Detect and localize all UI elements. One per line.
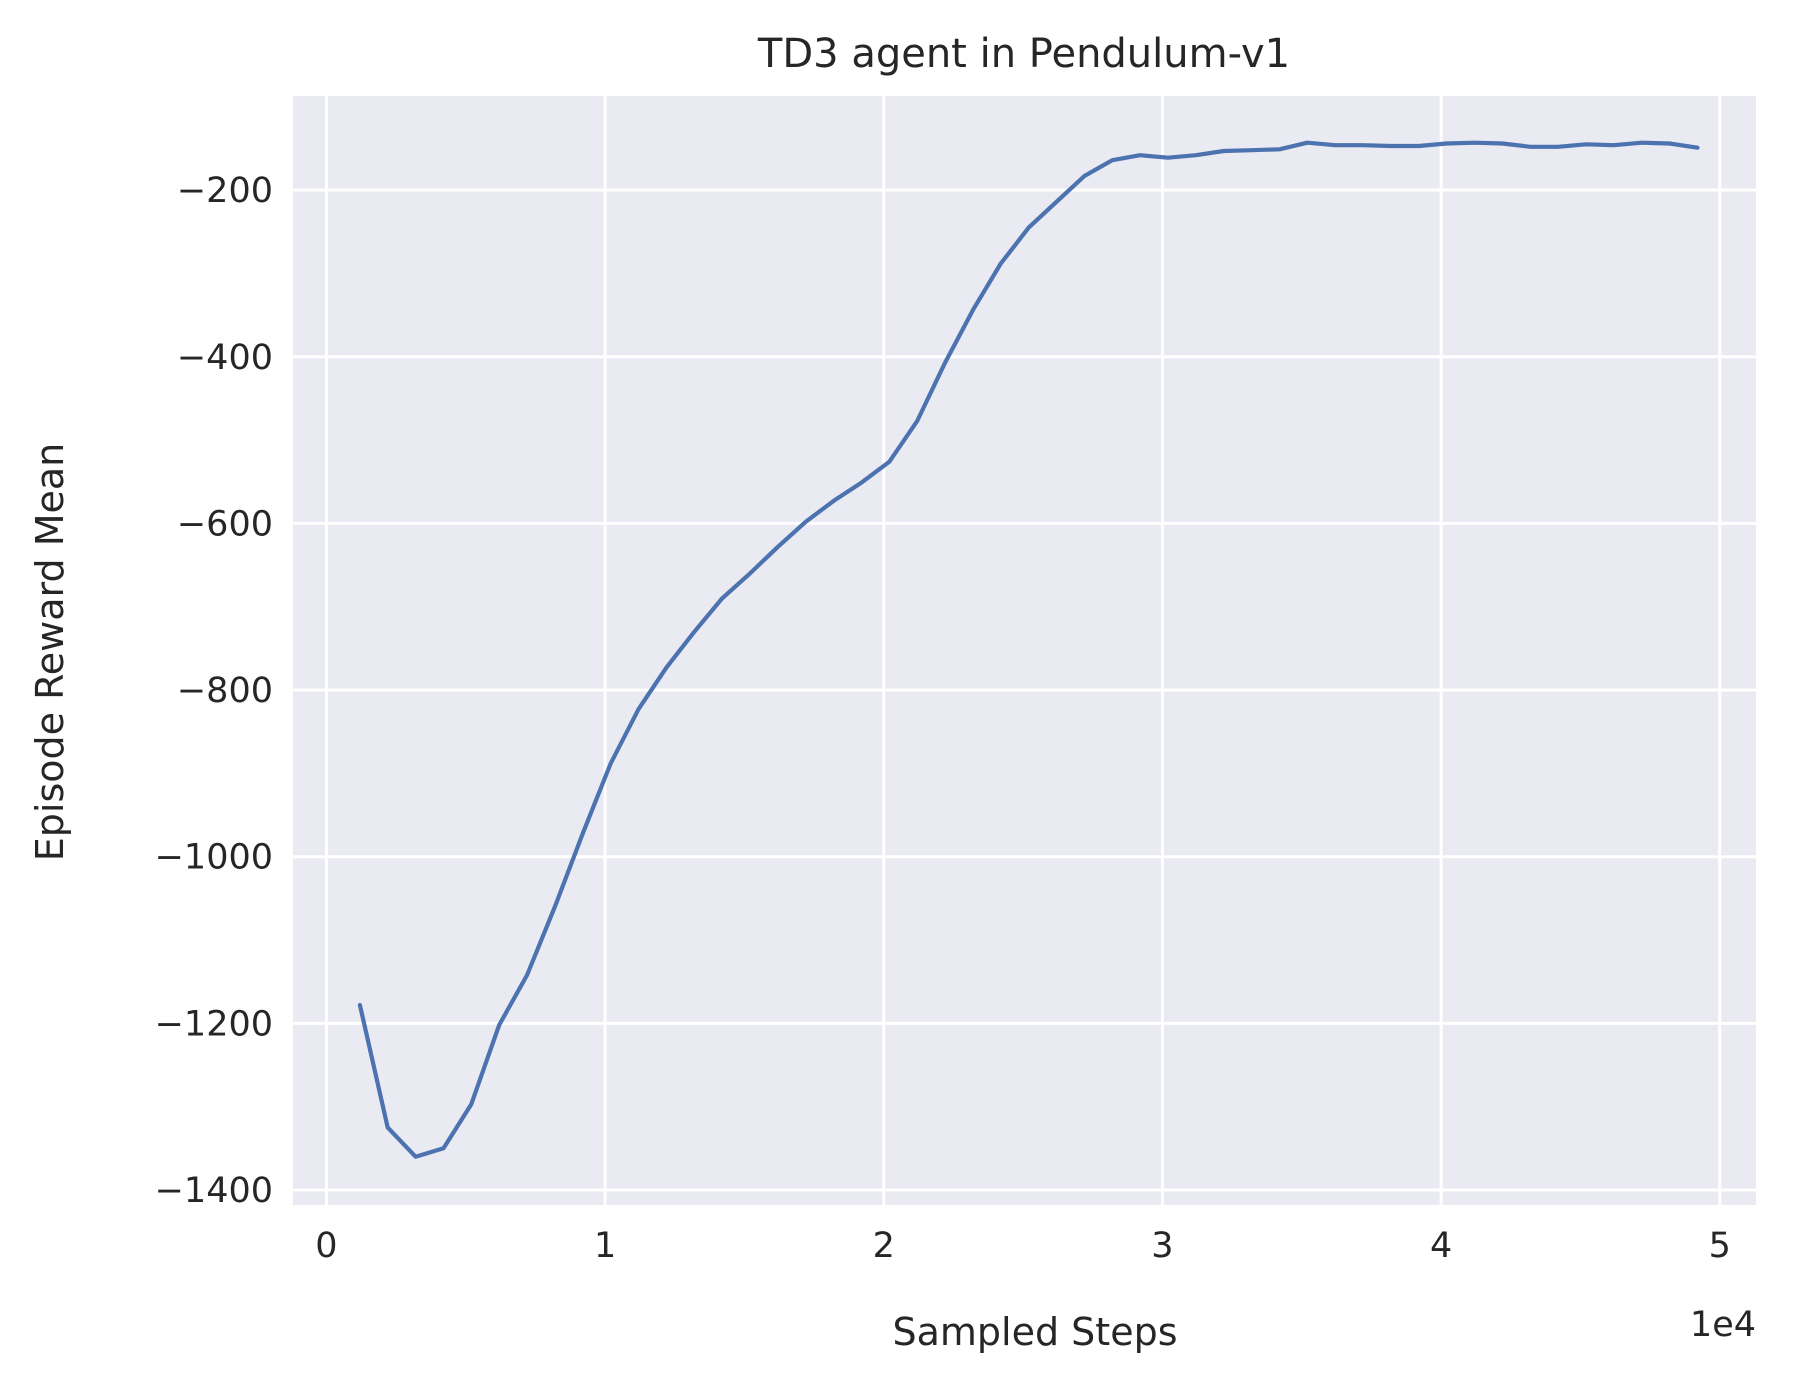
tick-labels: 0 1 2 3 4 5 −1400 −1200 −1000 −800 −600 −400 −200 <box>155 171 1731 1266</box>
y-tick-label: −1400 <box>155 1171 273 1211</box>
x-axis-offset-label: 1e4 <box>1690 1305 1756 1345</box>
grid-lines <box>293 96 1756 1205</box>
y-tick-label: −1200 <box>155 1004 273 1044</box>
y-axis-label: Episode Reward Mean <box>28 443 72 861</box>
x-tick-label: 1 <box>594 1226 616 1266</box>
series-line <box>357 140 1700 1159</box>
x-tick-label: 4 <box>1430 1226 1452 1266</box>
x-tick-label: 2 <box>873 1226 895 1266</box>
chart-title: TD3 agent in Pendulum-v1 <box>757 31 1290 77</box>
x-tick-label: 5 <box>1709 1226 1731 1266</box>
plot-area-background <box>293 96 1756 1205</box>
y-tick-label: −600 <box>177 504 273 544</box>
y-tick-label: −1000 <box>155 838 273 878</box>
y-tick-label: −200 <box>177 171 273 211</box>
y-tick-label: −400 <box>177 338 273 378</box>
x-axis-label: Sampled Steps <box>893 1310 1178 1354</box>
x-tick-label: 0 <box>315 1226 337 1266</box>
series-layer <box>357 140 1700 1159</box>
y-tick-label: −800 <box>177 671 273 711</box>
x-tick-label: 3 <box>1151 1226 1173 1266</box>
